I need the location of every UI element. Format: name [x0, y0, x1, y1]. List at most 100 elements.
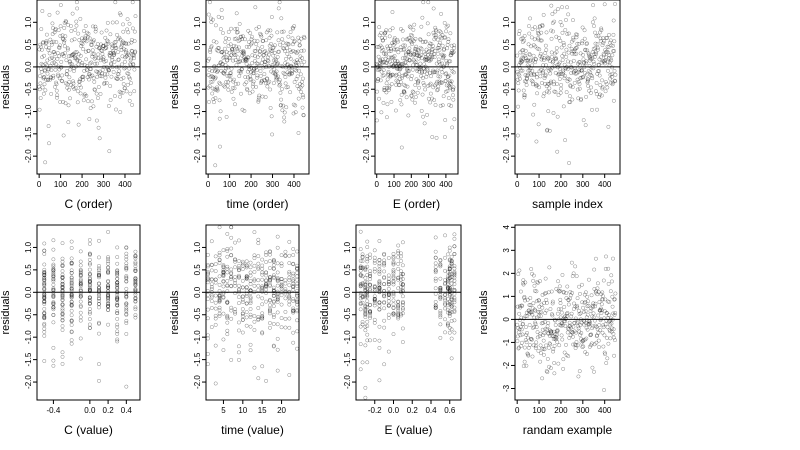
- data-point: [417, 67, 422, 72]
- data-point: [206, 58, 211, 63]
- data-point: [103, 35, 108, 40]
- data-point: [131, 61, 136, 66]
- data-point: [56, 45, 61, 50]
- data-point: [207, 0, 212, 5]
- data-point: [51, 39, 56, 44]
- data-point: [42, 314, 47, 319]
- data-point: [379, 49, 384, 54]
- data-point: [63, 34, 68, 39]
- data-point: [532, 72, 537, 77]
- data-point: [106, 286, 111, 291]
- data-point: [53, 62, 58, 67]
- data-point: [216, 49, 221, 54]
- data-point: [87, 251, 92, 256]
- data-point: [611, 43, 615, 48]
- data-point: [275, 291, 280, 295]
- data-point: [450, 88, 455, 93]
- data-point: [74, 19, 79, 24]
- data-point: [382, 292, 387, 297]
- data-point: [446, 23, 450, 28]
- data-point: [452, 264, 457, 268]
- data-point: [433, 265, 438, 269]
- data-point: [78, 273, 83, 278]
- data-point: [258, 31, 263, 36]
- data-point: [612, 297, 617, 302]
- data-point: [524, 363, 529, 368]
- data-point: [268, 47, 272, 52]
- data-point: [232, 43, 237, 48]
- data-point: [569, 311, 574, 316]
- y-tick-label: 0.5: [362, 39, 371, 51]
- data-point: [535, 280, 540, 285]
- data-point: [404, 37, 409, 42]
- data-point: [560, 337, 565, 342]
- data-point: [383, 30, 388, 35]
- y-tick-label: -1.5: [24, 126, 33, 140]
- data-point: [215, 87, 220, 92]
- data-point: [566, 50, 571, 55]
- data-point: [74, 50, 79, 55]
- data-point: [60, 275, 65, 280]
- data-point: [224, 80, 229, 85]
- data-point: [68, 61, 73, 66]
- data-point: [115, 245, 120, 250]
- data-point: [523, 325, 528, 329]
- data-point: [436, 74, 441, 79]
- data-point: [102, 81, 107, 86]
- data-point: [127, 76, 132, 81]
- data-point: [377, 288, 382, 292]
- data-point: [411, 53, 416, 58]
- data-point: [368, 338, 373, 343]
- data-point: [124, 279, 129, 284]
- data-point: [206, 12, 211, 17]
- data-point: [106, 291, 111, 296]
- data-point: [240, 311, 245, 316]
- data-point: [372, 255, 377, 260]
- data-point: [60, 293, 65, 298]
- data-point: [291, 309, 296, 314]
- data-point: [515, 53, 520, 58]
- data-point: [567, 94, 572, 99]
- data-point: [131, 62, 136, 67]
- data-point: [267, 279, 272, 284]
- data-point: [124, 274, 129, 278]
- data-point: [579, 337, 584, 341]
- data-point: [446, 39, 451, 44]
- data-point: [365, 319, 370, 324]
- data-point: [78, 282, 83, 287]
- data-point: [606, 124, 611, 129]
- data-point: [237, 45, 242, 50]
- data-point: [609, 321, 614, 326]
- data-point: [133, 269, 138, 274]
- data-point: [528, 16, 533, 21]
- data-point: [107, 50, 112, 55]
- data-point: [592, 287, 597, 291]
- data-point: [358, 342, 363, 347]
- data-point: [554, 334, 559, 339]
- data-point: [599, 302, 604, 307]
- data-point: [413, 95, 418, 100]
- data-point: [447, 287, 452, 292]
- data-point: [115, 281, 120, 285]
- data-point: [283, 61, 288, 66]
- data-point: [381, 47, 386, 52]
- data-point: [376, 44, 381, 49]
- data-point: [221, 263, 226, 268]
- data-point: [280, 108, 285, 113]
- data-point: [236, 39, 241, 44]
- data-point: [586, 322, 591, 327]
- data-point: [250, 53, 255, 58]
- data-point: [584, 72, 589, 77]
- data-point: [541, 346, 546, 351]
- data-point: [433, 299, 438, 304]
- data-point: [78, 249, 83, 254]
- y-tick-label: 4: [502, 225, 511, 230]
- y-tick-label: 0.0: [502, 61, 511, 73]
- data-point: [566, 12, 571, 17]
- data-point: [229, 53, 234, 58]
- data-point: [43, 61, 48, 66]
- data-point: [243, 75, 248, 79]
- data-point: [569, 260, 574, 265]
- data-point: [409, 93, 414, 98]
- data-point: [211, 75, 216, 80]
